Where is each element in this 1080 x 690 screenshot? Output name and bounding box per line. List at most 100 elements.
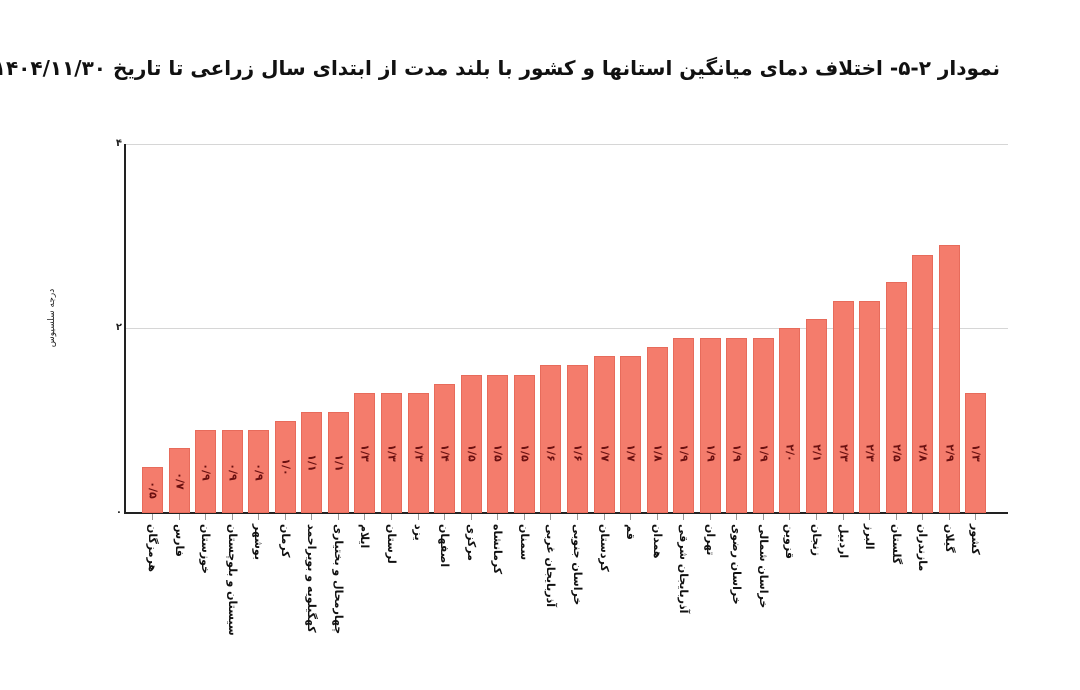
x-tick-label: اصفهان — [438, 524, 451, 568]
bar-value-label: ۱/۴ — [438, 444, 451, 462]
x-tick — [922, 514, 923, 520]
bar: ۱/۱ — [301, 412, 322, 513]
bar-value-label: ۱/۷ — [624, 444, 637, 462]
x-tick-label: خراسان جنوبی — [571, 524, 584, 606]
bar: ۱/۹ — [726, 338, 747, 513]
x-tick — [391, 514, 392, 520]
x-tick — [285, 514, 286, 520]
bar: ۱/۱ — [328, 412, 349, 513]
bar-value-label: ۰/۹ — [252, 462, 265, 481]
x-tick-label: خراسان رضوی — [730, 524, 743, 605]
bar: ۲/۳ — [833, 301, 854, 513]
x-tick — [789, 514, 790, 520]
bar: ۱/۳ — [381, 393, 402, 513]
y-tick-label-4: ۴ — [115, 138, 122, 149]
bar: ۲/۵ — [886, 282, 907, 513]
bar-value-label: ۱/۶ — [571, 444, 584, 462]
bar: ۲/۰ — [779, 328, 800, 513]
bar: ۰/۵ — [142, 467, 163, 513]
y-axis — [124, 144, 126, 514]
gridline-4 — [126, 144, 1008, 145]
x-tick-label: البرز — [863, 524, 876, 550]
x-tick-label: قم — [624, 524, 637, 540]
bar: ۱/۰ — [275, 421, 296, 513]
y-tick-label-0: ۰ — [115, 507, 122, 518]
x-tick-label: هرمزگان — [146, 524, 159, 573]
x-tick — [736, 514, 737, 520]
x-tick — [550, 514, 551, 520]
bar-value-label: ۰/۵ — [146, 481, 159, 499]
x-axis — [124, 512, 1008, 514]
x-tick — [657, 514, 658, 520]
x-tick — [471, 514, 472, 520]
x-tick-label: کردستان — [598, 524, 611, 572]
bar: ۱/۹ — [673, 338, 694, 513]
bar: ۱/۵ — [487, 375, 508, 513]
bar: ۲/۹ — [939, 245, 960, 513]
x-tick-label: کشور — [969, 524, 982, 555]
x-tick — [497, 514, 498, 520]
x-tick — [683, 514, 684, 520]
x-tick-label: اردبیل — [837, 524, 850, 559]
bar-value-label: ۲/۱ — [810, 444, 823, 462]
x-tick — [630, 514, 631, 520]
bar: ۱/۶ — [540, 365, 561, 513]
x-tick-label: خوزستان — [199, 524, 212, 574]
bar-value-label: ۱/۰ — [279, 458, 292, 476]
bar-value-label: ۱/۳ — [358, 444, 371, 462]
bar: ۱/۹ — [700, 338, 721, 513]
x-tick-label: چهارمحال و بختیاری — [332, 524, 345, 635]
bar: ۱/۷ — [594, 356, 615, 513]
bar-value-label: ۲/۸ — [916, 444, 929, 462]
gridline-2 — [126, 328, 1008, 329]
bar-value-label: ۲/۳ — [837, 444, 850, 462]
bar-value-label: ۱/۹ — [730, 444, 743, 462]
y-tick-label-2: ۲ — [115, 322, 122, 333]
bar-value-label: ۱/۱ — [305, 453, 318, 472]
bar-value-label: ۱/۵ — [518, 444, 531, 462]
x-tick — [896, 514, 897, 520]
x-tick — [843, 514, 844, 520]
x-tick — [710, 514, 711, 520]
x-tick-label: گیلان — [943, 524, 956, 553]
bar: ۰/۷ — [169, 448, 190, 513]
bar: ۰/۹ — [195, 430, 216, 513]
bar-value-label: ۱/۵ — [465, 444, 478, 462]
bar: ۲/۳ — [859, 301, 880, 513]
y-axis-label: درجه سلسیوس — [47, 288, 57, 348]
x-tick-label: فارس — [173, 524, 186, 557]
bar-value-label: ۱/۳ — [385, 444, 398, 462]
bar-value-label: ۱/۵ — [491, 444, 504, 462]
x-tick-label: بوشهر — [252, 524, 265, 560]
bar-value-label: ۲/۰ — [783, 444, 796, 462]
bar-value-label: ۲/۳ — [863, 444, 876, 462]
bar: ۱/۵ — [461, 375, 482, 513]
bar-value-label: ۲/۵ — [890, 444, 903, 462]
x-tick — [205, 514, 206, 520]
x-tick — [763, 514, 764, 520]
bar: ۲/۱ — [806, 319, 827, 513]
x-tick-label: آذربایجان غربی — [544, 524, 557, 608]
bar-value-label: ۱/۹ — [704, 444, 717, 462]
chart-title: نمودار ۲-۵- اختلاف دمای میانگین استانها … — [0, 56, 1000, 80]
x-tick — [258, 514, 259, 520]
x-tick-label: کهگیلویه و بویراحمد — [305, 524, 318, 633]
x-tick-label: گلستان — [890, 524, 903, 565]
x-tick-label: زنجان — [810, 524, 823, 556]
x-tick — [524, 514, 525, 520]
bar-value-label: ۱/۳ — [969, 444, 982, 462]
x-tick — [444, 514, 445, 520]
bar: ۱/۸ — [647, 347, 668, 513]
x-tick-label: یزد — [412, 524, 425, 541]
bar: ۲/۸ — [912, 255, 933, 513]
bar: ۱/۳ — [965, 393, 986, 513]
x-tick — [179, 514, 180, 520]
bar-value-label: ۱/۹ — [677, 444, 690, 462]
x-tick-label: مازندران — [916, 524, 929, 572]
x-tick — [364, 514, 365, 520]
bar: ۱/۳ — [408, 393, 429, 513]
x-tick-label: خراسان شمالی — [757, 524, 770, 609]
x-tick — [975, 514, 976, 520]
bar: ۱/۶ — [567, 365, 588, 513]
x-tick — [869, 514, 870, 520]
